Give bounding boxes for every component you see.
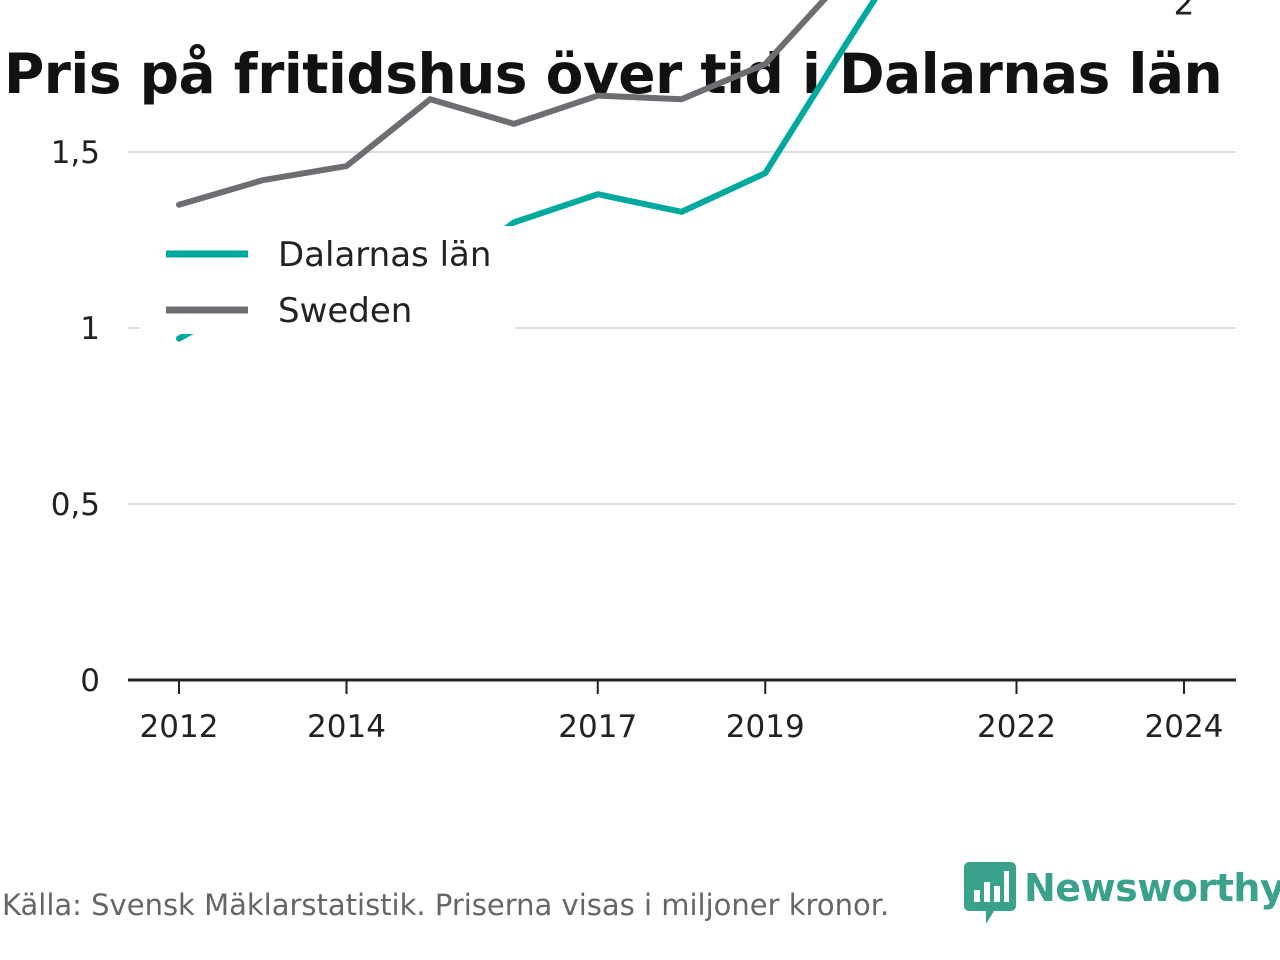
legend-label: Sweden	[278, 291, 412, 331]
source-note: Källa: Svensk Mäklarstatistik. Priserna …	[2, 888, 890, 922]
x-tick-label: 2014	[307, 709, 386, 745]
x-axis: 2012 2014 2017 2019 2022 2024	[128, 678, 1236, 745]
y-tick-label: 1,5	[51, 135, 100, 171]
end-label: 2	[1174, 0, 1195, 22]
brand-name: Newsworthy	[1024, 866, 1280, 910]
x-tick-label: 2017	[558, 709, 637, 745]
series-line	[176, 0, 828, 208]
y-tick-label: 1	[80, 311, 100, 347]
x-tick-label: 2024	[1145, 709, 1224, 745]
y-axis-tick-labels: 00,511,522,5	[51, 135, 100, 699]
x-tick-label: 2022	[977, 709, 1056, 745]
legend: Dalarnas län Sweden	[140, 226, 515, 334]
brand: Newsworthy	[964, 862, 1280, 926]
y-tick-label: 0,5	[51, 487, 100, 523]
legend-label: Dalarnas län	[278, 235, 491, 275]
newsworthy-logo-icon	[964, 862, 1016, 924]
legend-background	[140, 226, 515, 334]
y-tick-label: 0	[80, 663, 100, 699]
x-tick-label: 2019	[726, 709, 805, 745]
x-tick-label: 2012	[140, 709, 219, 745]
